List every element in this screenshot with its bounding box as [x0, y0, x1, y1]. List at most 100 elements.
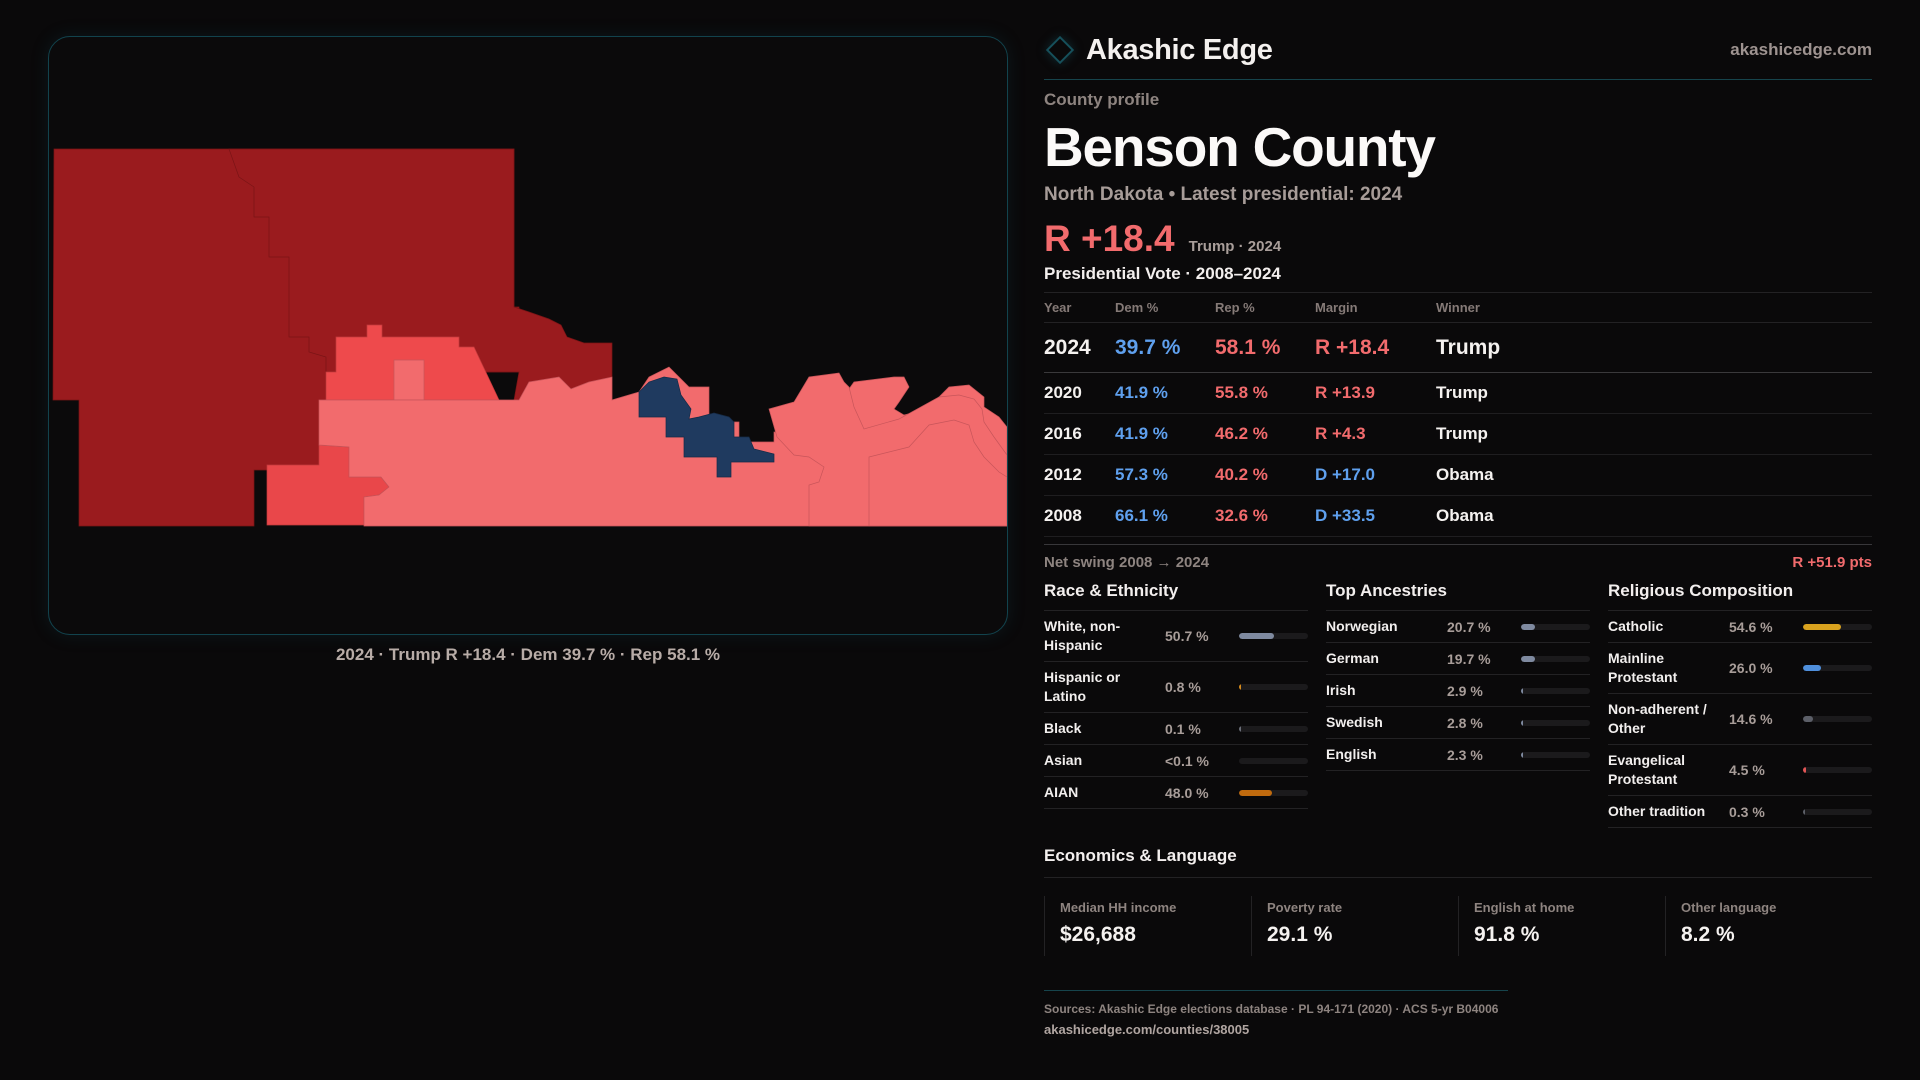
stat-value: 14.6 % — [1729, 711, 1773, 727]
list-item: German 19.7 % — [1326, 643, 1590, 675]
profile-kicker: County profile — [1044, 90, 1160, 109]
stat-bar — [1521, 687, 1590, 694]
list-item: Catholic 54.6 % — [1608, 611, 1872, 643]
demographics-columns: Race & Ethnicity White, non-Hispanic 50.… — [1044, 581, 1872, 828]
stat-bar-fill — [1803, 716, 1814, 722]
stat-value: 20.7 % — [1447, 618, 1491, 635]
stat-value: 26.0 % — [1729, 660, 1773, 676]
table-row[interactable]: 2020 41.9 % 55.8 % R +13.9 Trump — [1044, 372, 1872, 414]
stat-bar — [1803, 716, 1872, 722]
stat-bar — [1803, 665, 1872, 671]
page-title: Benson County — [1044, 116, 1436, 178]
stat-label: Non-adherent / Other — [1608, 701, 1707, 736]
cell-dem: 57.3 % — [1115, 454, 1215, 496]
sources-footer: Sources: Akashic Edge elections database… — [1044, 990, 1508, 1037]
cell-year: 2016 — [1044, 413, 1115, 455]
stat-label: German — [1326, 650, 1379, 666]
stat-bar — [1521, 751, 1590, 758]
stat-card-label: Poverty rate — [1267, 900, 1343, 915]
list-item: Other tradition 0.3 % — [1608, 796, 1872, 828]
stat-bar-fill — [1803, 623, 1841, 630]
stat-value: <0.1 % — [1165, 752, 1209, 769]
stat-card-label: Other language — [1681, 900, 1777, 915]
cell-year: 2024 — [1044, 322, 1115, 373]
table-row[interactable]: 2024 39.7 % 58.1 % R +18.4 Trump — [1044, 322, 1872, 373]
vote-history-table: Year Dem % Rep % Margin Winner 2024 39.7… — [1044, 292, 1872, 537]
stat-value: 0.3 % — [1729, 803, 1765, 820]
stat-bar-fill — [1521, 623, 1536, 630]
stat-bar — [1239, 633, 1308, 639]
stat-label: AIAN — [1044, 784, 1079, 800]
list-item: Non-adherent / Other 14.6 % — [1608, 694, 1872, 745]
stat-bar-fill — [1239, 684, 1241, 690]
economics-section-title: Economics & Language — [1044, 846, 1872, 878]
col-header-year: Year — [1044, 292, 1115, 323]
map-region-tilt-rep-inset[interactable] — [393, 359, 425, 401]
stat-bar-fill — [1521, 687, 1523, 694]
list-item: Mainline Protestant 26.0 % — [1608, 643, 1872, 694]
map-caption: 2024 · Trump R +18.4 · Dem 39.7 % · Rep … — [335, 645, 721, 664]
headline-note: Trump · 2024 — [1188, 238, 1282, 255]
cell-rep: 58.1 % — [1215, 322, 1315, 373]
stat-card-label: English at home — [1474, 900, 1575, 915]
list-item: Irish 2.9 % — [1326, 675, 1590, 707]
table-header-row: Year Dem % Rep % Margin Winner — [1044, 292, 1872, 323]
map-region-dem[interactable] — [638, 376, 775, 478]
stat-value: 19.7 % — [1447, 650, 1491, 667]
stat-card-median-income: Median HH income $26,688 — [1044, 896, 1251, 956]
stat-card-other-language: Other language 8.2 % — [1665, 896, 1872, 956]
stat-card-value: 91.8 % — [1474, 923, 1540, 946]
stat-bar-fill — [1521, 719, 1523, 726]
list-item: Black 0.1 % — [1044, 713, 1308, 745]
stat-value: 0.8 % — [1165, 679, 1201, 695]
stat-label: English — [1326, 746, 1377, 762]
map-region-tilt-rep-far-east[interactable] — [868, 419, 1007, 527]
stat-bar — [1521, 719, 1590, 726]
cell-rep: 46.2 % — [1215, 413, 1315, 455]
sources-link[interactable]: akashicedge.com/counties/38005 — [1044, 1022, 1250, 1037]
cell-margin: R +4.3 — [1315, 413, 1436, 455]
cell-dem: 41.9 % — [1115, 372, 1215, 414]
brand-url-link[interactable]: akashicedge.com — [1730, 40, 1872, 59]
col-header-rep: Rep % — [1215, 292, 1315, 323]
stat-bar-fill — [1521, 655, 1535, 662]
stat-card-poverty-rate: Poverty rate 29.1 % — [1251, 896, 1458, 956]
table-row[interactable]: 2008 66.1 % 32.6 % D +33.5 Obama — [1044, 495, 1872, 537]
stat-bar — [1521, 655, 1590, 662]
stat-value: 0.1 % — [1165, 720, 1201, 737]
brand-name: Akashic Edge — [1086, 33, 1273, 66]
brand[interactable]: Akashic Edge — [1044, 34, 1273, 67]
county-profile-panel: Akashic Edge akashicedge.com County prof… — [1044, 30, 1872, 1037]
stat-card-value: $26,688 — [1060, 923, 1136, 946]
vote-history-title: Presidential Vote · 2008–2024 — [1044, 264, 1281, 283]
cell-winner: Obama — [1436, 495, 1872, 537]
cell-winner: Trump — [1436, 322, 1872, 373]
table-row[interactable]: 2012 57.3 % 40.2 % D +17.0 Obama — [1044, 454, 1872, 496]
ancestry-section: Top Ancestries Norwegian 20.7 % German 1… — [1326, 581, 1590, 828]
list-item: Norwegian 20.7 % — [1326, 611, 1590, 643]
race-ethnicity-section: Race & Ethnicity White, non-Hispanic 50.… — [1044, 581, 1308, 828]
cell-rep: 32.6 % — [1215, 495, 1315, 537]
stat-bar-fill — [1803, 665, 1821, 671]
cell-rep: 40.2 % — [1215, 454, 1315, 496]
stat-label: Catholic — [1608, 618, 1664, 634]
stat-card-value: 29.1 % — [1267, 923, 1333, 946]
stat-value: 4.5 % — [1729, 762, 1765, 778]
col-header-dem: Dem % — [1115, 292, 1215, 323]
headline-result: R +18.4 Trump · 2024 — [1044, 218, 1872, 260]
stat-label: Hispanic or Latino — [1044, 669, 1121, 704]
headline-margin: R +18.4 — [1044, 218, 1175, 259]
table-row[interactable]: 2016 41.9 % 46.2 % R +4.3 Trump — [1044, 413, 1872, 455]
profile-subtitle: North Dakota • Latest presidential: 2024 — [1044, 184, 1403, 205]
stat-label: Swedish — [1326, 714, 1383, 730]
cell-margin: R +18.4 — [1315, 322, 1436, 373]
stat-bar-fill — [1239, 725, 1241, 732]
net-swing-label: Net swing 2008 → 2024 — [1044, 554, 1210, 571]
col-header-winner: Winner — [1436, 292, 1872, 323]
stat-card-value: 8.2 % — [1681, 923, 1735, 946]
stat-label: Irish — [1326, 682, 1356, 698]
net-swing-value: R +51.9 pts — [1792, 554, 1872, 571]
stat-card-label: Median HH income — [1060, 900, 1177, 915]
precinct-map[interactable] — [49, 37, 1008, 635]
precinct-map-panel[interactable] — [48, 36, 1008, 635]
